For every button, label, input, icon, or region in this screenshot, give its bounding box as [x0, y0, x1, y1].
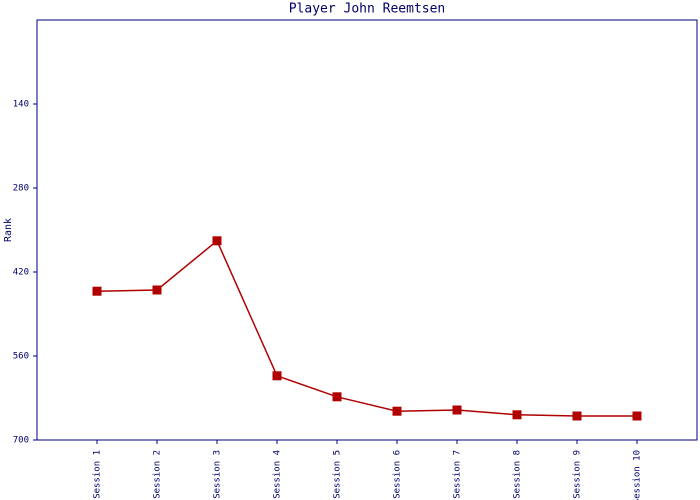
point-marker [212, 236, 222, 246]
y-tick-label: 560 [13, 352, 29, 362]
x-tick-label: Session 7 [453, 450, 463, 499]
x-tick-label: Session 1 [93, 450, 103, 499]
point-marker [572, 411, 582, 421]
y-tick-label: 420 [13, 268, 29, 278]
x-tick-label: Session 8 [513, 450, 523, 499]
series-line [96, 239, 637, 417]
chart-title: Player John Reemtsen [289, 2, 446, 17]
x-tick-label: Session 10 [633, 450, 643, 500]
x-tick-label: Session 4 [273, 450, 283, 499]
x-tick-label: Session 3 [213, 450, 223, 499]
x-tick-label: Session 9 [573, 450, 583, 499]
x-tick-label: Session 5 [333, 450, 343, 499]
point-marker [92, 286, 102, 296]
point-marker [152, 285, 162, 295]
point-marker [272, 371, 282, 381]
x-tick-label: Session 6 [393, 450, 403, 499]
point-marker [392, 406, 402, 416]
point-marker [632, 411, 642, 421]
y-tick-label: 280 [13, 184, 29, 194]
x-tick-label: Session 2 [153, 450, 163, 499]
point-marker [332, 392, 342, 402]
point-marker [452, 405, 462, 415]
y-tick-label: 140 [13, 100, 29, 110]
plot-frame [36, 19, 698, 441]
point-marker [512, 410, 522, 420]
y-axis-title: Rank [3, 218, 14, 242]
y-tick-label: 700 [13, 436, 29, 446]
